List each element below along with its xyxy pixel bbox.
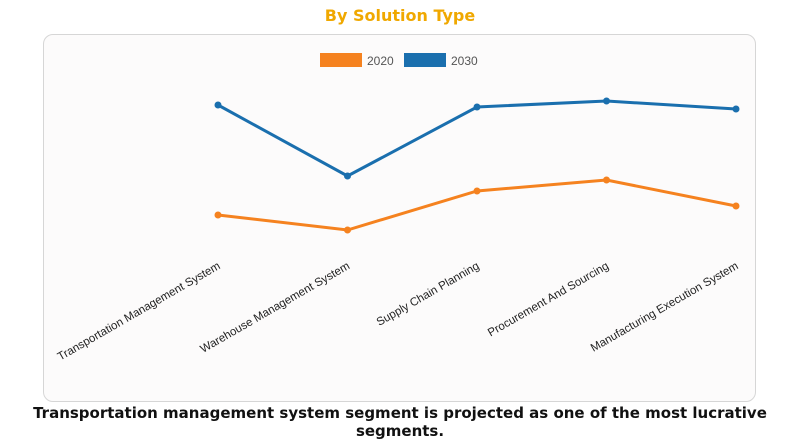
data-point-2020 bbox=[344, 226, 351, 234]
legend-label-2020: 2020 bbox=[367, 54, 394, 68]
data-point-2020 bbox=[473, 187, 481, 195]
series-line-2030 bbox=[217, 99, 737, 178]
line-chart: 2020 2030 Transportation Management System… bbox=[56, 53, 741, 363]
chart-caption: Transportation management system segment… bbox=[33, 404, 767, 440]
x-tick-label: Manufacturing Execution System bbox=[589, 260, 741, 354]
x-tick-label: Warehouse Management System bbox=[199, 260, 352, 356]
data-point-2030 bbox=[473, 103, 481, 111]
data-point-2030 bbox=[603, 97, 610, 105]
x-tick-label: Transportation Management System bbox=[56, 260, 223, 363]
chart-panel bbox=[43, 34, 756, 402]
x-tick-label: Supply Chain Planning bbox=[375, 260, 482, 329]
legend-swatch-2020 bbox=[320, 53, 362, 67]
data-point-2020 bbox=[732, 202, 740, 210]
legend-label-2030: 2030 bbox=[451, 54, 478, 68]
chart-title: By Solution Type bbox=[324, 6, 476, 25]
legend-swatch-2030 bbox=[404, 53, 446, 67]
data-point-2030 bbox=[732, 105, 740, 113]
data-point-2030 bbox=[344, 172, 351, 180]
x-tick-label: Procurement And Sourcing bbox=[486, 260, 611, 339]
data-point-2030 bbox=[214, 101, 222, 109]
data-point-2020 bbox=[603, 176, 610, 184]
data-point-2020 bbox=[214, 211, 222, 219]
